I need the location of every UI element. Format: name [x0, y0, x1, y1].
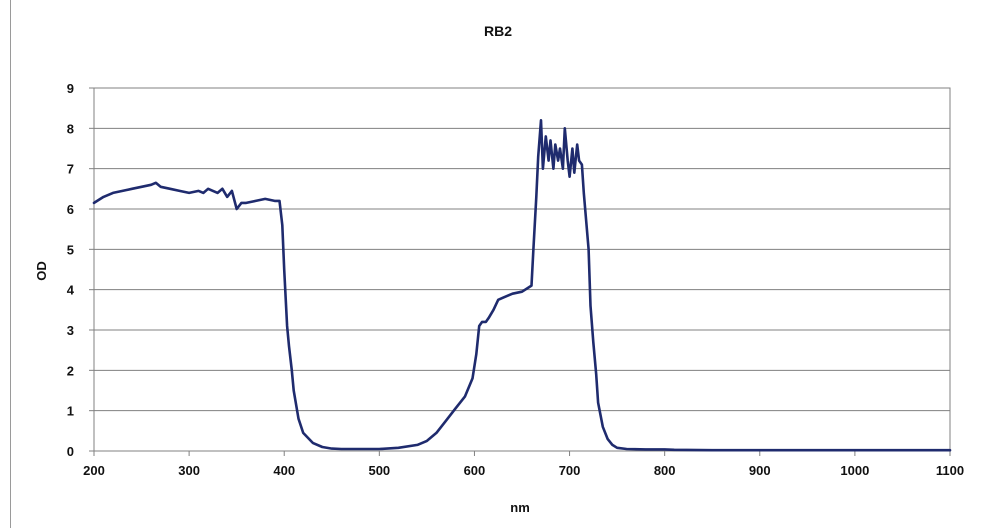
grid-lines	[94, 87, 950, 452]
left-frame-line	[10, 0, 11, 528]
y-tick-label: 8	[67, 121, 74, 136]
y-tick-label: 4	[67, 283, 75, 298]
y-tick-label: 0	[67, 444, 74, 459]
series-layer	[92, 119, 952, 452]
x-tick-label: 1100	[936, 463, 964, 478]
y-axis-label: OD	[34, 261, 49, 281]
od-spectrum-line	[92, 119, 952, 452]
x-tick-label: 500	[368, 463, 390, 478]
x-tick-label: 800	[654, 463, 676, 478]
y-tick-label: 1	[67, 404, 74, 419]
x-axis-label: nm	[510, 500, 530, 515]
x-tick-label: 300	[178, 463, 200, 478]
plot-area-border	[93, 87, 951, 452]
y-axis-ticks: 0 1 2 3 4 5 6 7 8 9	[67, 81, 94, 459]
x-tick-label: 1000	[840, 463, 869, 478]
y-tick-label: 3	[67, 323, 74, 338]
chart-title: RB2	[484, 23, 512, 39]
x-tick-label: 700	[559, 463, 581, 478]
x-tick-label: 200	[83, 463, 105, 478]
y-tick-label: 2	[67, 363, 74, 378]
y-tick-label: 9	[67, 81, 74, 96]
x-tick-label: 400	[273, 463, 295, 478]
x-tick-label: 600	[464, 463, 486, 478]
y-tick-label: 7	[67, 162, 74, 177]
y-tick-label: 5	[67, 242, 74, 257]
x-tick-label: 900	[749, 463, 771, 478]
x-axis-ticks: 200 300 400 500 600 700 800 900 1000 1100	[83, 451, 964, 478]
y-tick-label: 6	[67, 202, 74, 217]
